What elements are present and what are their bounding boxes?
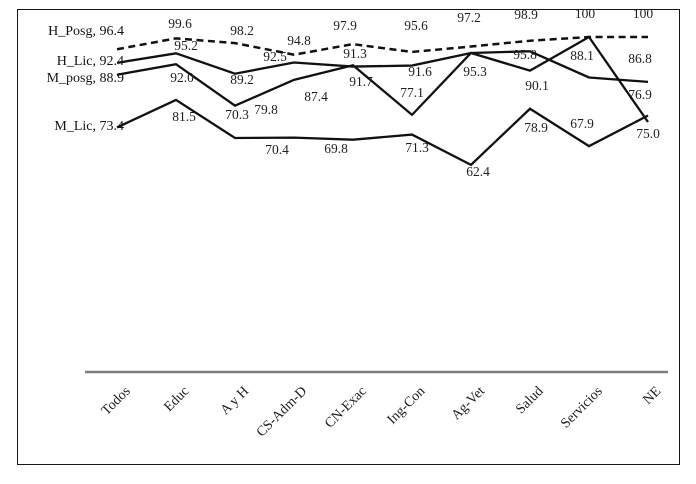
data-label-H_Posg-Educ: 99.6: [168, 16, 192, 32]
data-label-H_Posg-Servicios: 100: [574, 6, 596, 21]
data-label-H_Lic-NE: 86.8: [628, 50, 652, 66]
data-label-M_Lic-Salud: 78.9: [524, 119, 548, 135]
data-label-M_posg-CS-Adm-D: 87.4: [304, 88, 328, 104]
data-label-M_posg-Educ: 92.0: [170, 70, 194, 86]
series-label-M_Lic: M_Lic, 73.4: [54, 119, 124, 134]
data-label-H_Posg-Salud: 98.9: [514, 6, 538, 22]
data-label-M_posg-Salud: 90.1: [525, 77, 549, 93]
data-label-M_posg-A y H: 79.8: [254, 101, 278, 117]
data-label-M_Lic-CN-Exac: 69.8: [324, 140, 348, 156]
data-label-M_Lic-Servicios: 67.9: [570, 116, 594, 132]
data-label-H_Lic-CN-Exac: 91.3: [343, 45, 367, 61]
data-label-H_Lic-Servicios: 88.1: [570, 48, 594, 64]
series-label-H_Lic: H_Lic, 92.4: [56, 54, 124, 69]
data-label-H_Lic-Ag-Vet: 95.3: [463, 63, 487, 79]
data-label-H_Posg-Ing-Con: 95.6: [404, 17, 428, 33]
data-label-H_Posg-NE: 100: [632, 6, 654, 21]
data-label-H_Posg-CS-Adm-D: 94.8: [287, 32, 311, 48]
data-label-M_Lic-CS-Adm-D: 70.4: [265, 141, 289, 157]
data-label-H_Posg-CN-Exac: 97.9: [333, 18, 357, 34]
data-label-H_Lic-A y H: 89.2: [230, 71, 254, 87]
series-label-M_posg: M_posg, 88.9: [46, 71, 124, 86]
data-label-M_Lic-A y H: 70.3: [225, 106, 249, 122]
series-label-H_Posg: H_Posg, 96.4: [48, 24, 124, 39]
data-label-M_posg-Ing-Con: 77.1: [400, 84, 424, 100]
data-label-M_Lic-Educ: 81.5: [172, 108, 196, 124]
series-line-H_Lic: [116, 50, 649, 84]
data-label-M_Lic-NE: 76.9: [628, 86, 652, 102]
series-line-M_posg: [116, 35, 649, 123]
data-label-M_Lic-Ing-Con: 71.3: [405, 139, 429, 155]
data-label-H_Posg-A y H: 98.2: [230, 23, 254, 39]
data-label-H_Posg-Ag-Vet: 97.2: [457, 9, 481, 25]
data-label-M_posg-NE: 75.0: [636, 126, 660, 141]
data-label-M_posg-CN-Exac: 91.7: [349, 74, 373, 90]
series-line-H_Posg: [116, 35, 648, 56]
data-label-H_Lic-CS-Adm-D: 92.5: [263, 48, 287, 64]
data-label-H_Lic-Educ: 95.2: [174, 38, 198, 54]
data-label-H_Lic-Salud: 95.8: [513, 47, 537, 63]
chart-frame: [17, 9, 680, 465]
series-line-M_Lic: [116, 98, 649, 167]
data-label-H_Lic-Ing-Con: 91.6: [408, 63, 432, 79]
data-label-M_Lic-Ag-Vet: 62.4: [466, 163, 490, 179]
